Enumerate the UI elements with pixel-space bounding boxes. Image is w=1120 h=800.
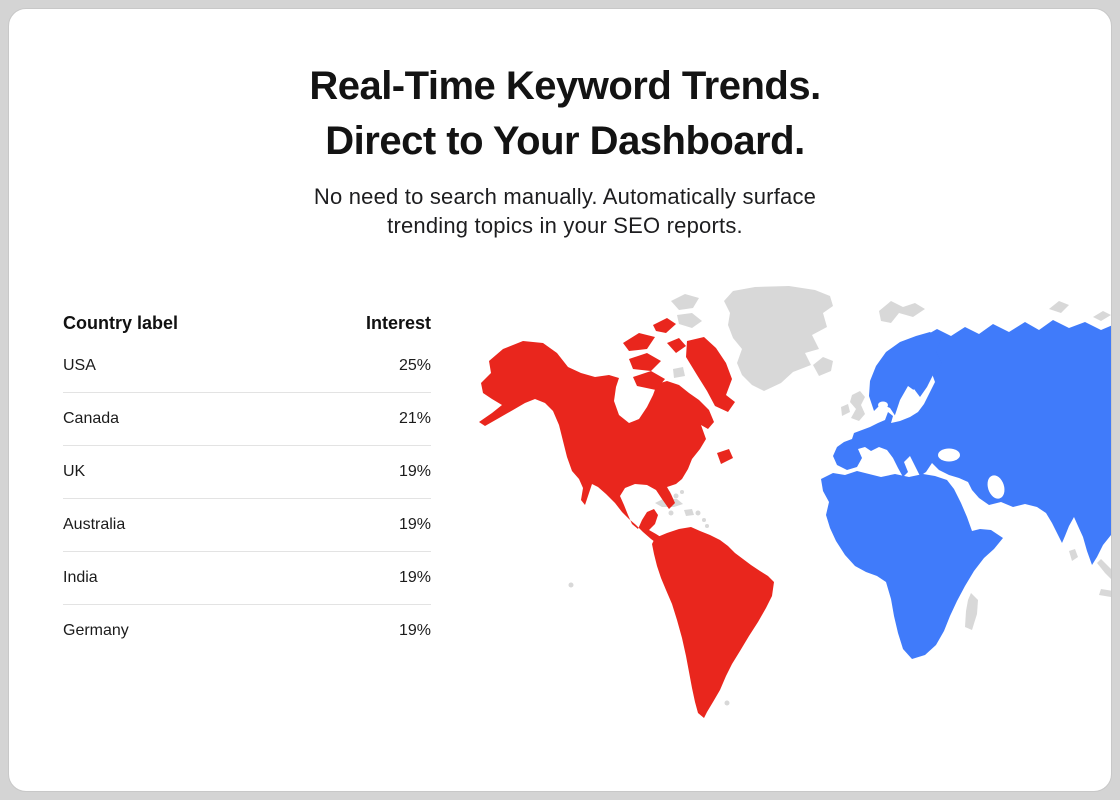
map-region-north-america — [479, 341, 714, 545]
country-label: Australia — [63, 516, 126, 533]
map-region-new-siberian-islands — [1093, 311, 1111, 321]
black-sea — [938, 448, 960, 462]
map-region-south-america — [652, 527, 774, 718]
interest-value: 19% — [398, 569, 431, 586]
table-row: Australia 19% — [63, 499, 431, 552]
column-header-interest: Interest — [365, 312, 431, 333]
map-region-arctic-island — [677, 313, 702, 328]
map-region-arctic-archipelago — [667, 338, 686, 353]
map-region-greenland — [724, 286, 833, 391]
map-region-ireland — [841, 404, 850, 416]
column-header-country: Country label — [63, 312, 179, 333]
title-line-2: Direct to Your Dashboard. — [325, 119, 805, 163]
baltic-sea — [894, 386, 915, 420]
map-region-java — [1099, 589, 1111, 597]
map-region-victoria-island — [633, 371, 665, 390]
table-row: Canada 21% — [63, 393, 431, 446]
table-row: Germany 19% — [63, 605, 431, 657]
country-label: India — [63, 569, 98, 586]
table-row: India 19% — [63, 552, 431, 605]
country-interest-table: Country label Interest USA 25% Canada 21… — [63, 310, 431, 657]
map-region-hispaniola — [684, 509, 694, 516]
island-dot — [668, 510, 674, 516]
island-dot — [568, 582, 574, 588]
island-dot — [702, 518, 706, 522]
skagerrak-sea — [878, 401, 888, 409]
map-region-newfoundland — [717, 449, 733, 464]
inland-seas — [878, 386, 1005, 499]
map-region-eurasia — [833, 320, 1111, 565]
interest-value: 19% — [398, 622, 431, 639]
world-map — [479, 286, 1111, 718]
interest-value: 19% — [398, 463, 431, 480]
island-dot — [673, 493, 679, 499]
island-dot — [705, 524, 709, 528]
map-region-svalbard — [879, 301, 925, 323]
island-dot — [724, 700, 730, 706]
island-dot — [695, 510, 701, 516]
map-region-madagascar — [965, 593, 978, 630]
map-region-iceland — [813, 357, 833, 376]
table-row: USA 25% — [63, 340, 431, 393]
map-region-arctic-archipelago — [629, 353, 661, 371]
map-region-scandinavia — [869, 332, 942, 417]
subtitle-line-2: trending topics in your SEO reports. — [387, 213, 743, 238]
interest-value: 19% — [398, 516, 431, 533]
highlighted-emea-asia — [821, 320, 1111, 659]
subtitle: No need to search manually. Automaticall… — [225, 182, 905, 240]
subtitle-line-1: No need to search manually. Automaticall… — [313, 184, 817, 209]
title-line-1: Real-Time Keyword Trends. — [309, 64, 821, 108]
interest-value: 21% — [398, 410, 431, 427]
page-title: Real-Time Keyword Trends. Direct to Your… — [9, 59, 1111, 169]
map-region-arctic-archipelago — [623, 333, 655, 351]
caspian-sea — [987, 475, 1005, 499]
map-region-arctic-island — [671, 294, 699, 310]
map-region-uk — [850, 391, 865, 421]
map-region-sri-lanka — [1069, 549, 1078, 561]
country-label: UK — [63, 463, 86, 480]
map-region-arctic-island — [673, 367, 685, 378]
map-region-baffin-island — [686, 337, 735, 412]
map-region-severnaya-zemlya — [1049, 301, 1069, 313]
feature-card: Real-Time Keyword Trends. Direct to Your… — [8, 8, 1112, 792]
highlighted-americas — [479, 318, 774, 718]
island-dot — [680, 490, 684, 494]
hero-section: Real-Time Keyword Trends. Direct to Your… — [9, 59, 1111, 240]
map-region-africa — [821, 471, 1003, 659]
country-label: USA — [63, 357, 96, 374]
country-label: Germany — [63, 622, 129, 639]
map-region-arctic-archipelago — [653, 318, 676, 333]
map-region-sumatra — [1097, 559, 1111, 579]
country-label: Canada — [63, 410, 120, 427]
table-header-row: Country label Interest — [63, 310, 431, 336]
interest-value: 25% — [398, 357, 431, 374]
table-row: UK 19% — [63, 446, 431, 499]
